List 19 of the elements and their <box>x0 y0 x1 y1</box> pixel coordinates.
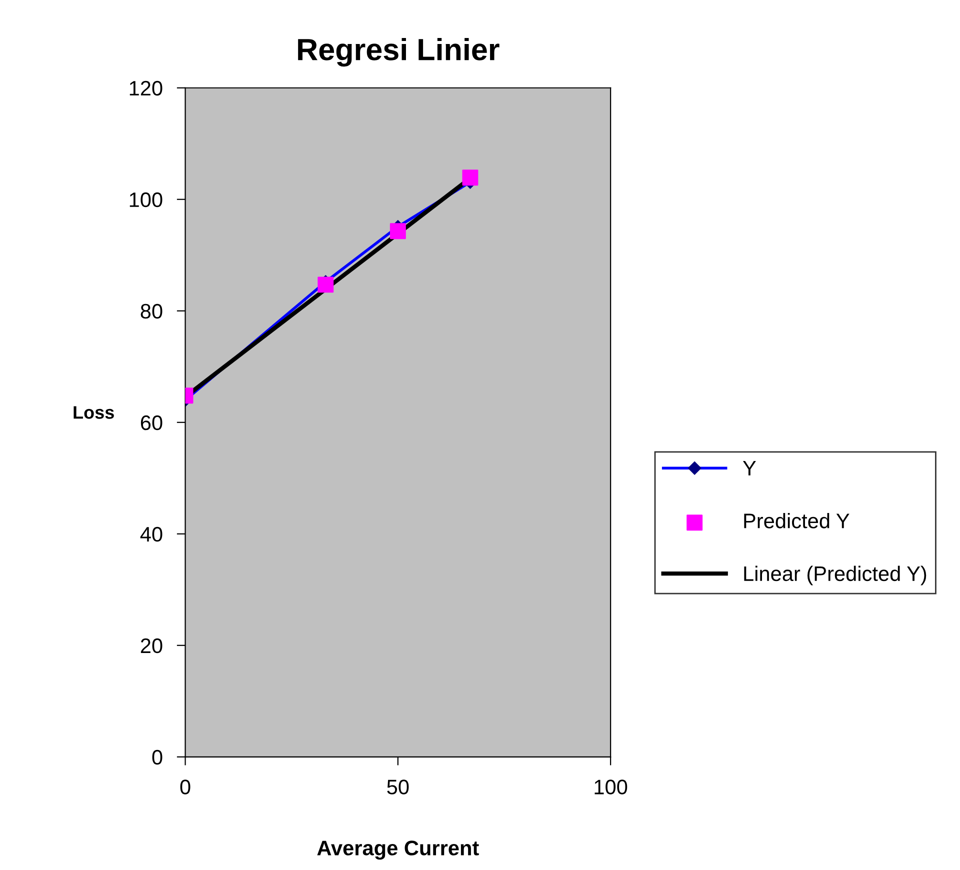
x-tick-label: 100 <box>594 780 628 794</box>
y-tick-label: 80 <box>140 304 162 319</box>
point <box>462 170 478 186</box>
x-axis-title: Average Current <box>317 840 479 860</box>
y-tick-label: 60 <box>140 415 162 430</box>
point <box>318 276 334 293</box>
point <box>390 223 406 240</box>
y-tick-label: 120 <box>130 80 162 96</box>
x-tick-label: 0 <box>180 780 190 794</box>
y-axis-title: Loss <box>74 406 114 419</box>
chart-title: Regresi Linier <box>298 38 500 67</box>
y-tick-label: 20 <box>140 638 162 654</box>
legend-label: Linear (Predicted Y) <box>744 566 926 586</box>
y-tick-label: 100 <box>130 192 162 208</box>
y-tick-label: 40 <box>140 526 162 542</box>
legend-label: Predicted Y <box>744 513 850 528</box>
legend-label: Y <box>742 461 756 476</box>
y-tick-label: 0 <box>152 750 162 765</box>
x-tick-label: 50 <box>387 780 409 794</box>
